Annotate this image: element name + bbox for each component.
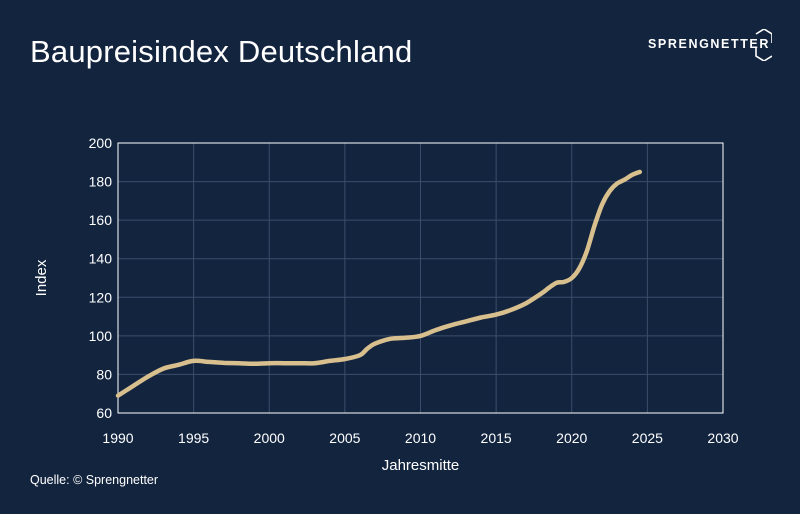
page-title: Baupreisindex Deutschland [30,34,413,69]
y-tick-label: 80 [96,366,112,382]
x-axis-ticks: 1990 1995 2000 2005 2010 2015 2020 2025 2030 [102,430,738,446]
x-tick-label: 2000 [254,430,285,446]
x-tick-label: 2020 [556,430,587,446]
x-tick-label: 1990 [102,430,133,446]
chart-grid [117,142,724,414]
y-axis-label: Index [33,259,50,296]
y-tick-label: 120 [89,289,113,305]
sprengnetter-logo: SPRENGNETTER [648,29,772,61]
y-tick-label: 140 [89,251,113,267]
y-tick-label: 180 [89,174,113,190]
x-tick-label: 2005 [329,430,360,446]
x-tick-label: 2025 [632,430,663,446]
x-axis-label: Jahresmitte [382,457,460,474]
x-tick-label: 2030 [707,430,738,446]
series-line [115,169,643,398]
y-tick-label: 160 [89,212,113,228]
y-tick-label: 60 [96,405,112,421]
y-axis-ticks: 60 80 100 120 140 160 180 200 [89,135,113,421]
plot-frame [117,142,724,414]
logo-bracket-icon [755,29,772,61]
x-tick-label: 2010 [405,430,436,446]
source-note: Quelle: © Sprengnetter [30,473,159,487]
y-tick-label: 200 [89,135,113,151]
y-tick-label: 100 [89,328,113,344]
x-tick-label: 2015 [481,430,512,446]
logo-text: SPRENGNETTER [648,37,770,51]
x-tick-label: 1995 [178,430,209,446]
